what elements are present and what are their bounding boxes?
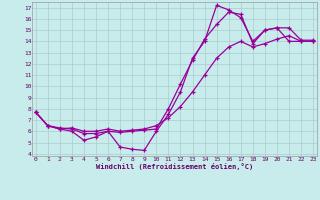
X-axis label: Windchill (Refroidissement éolien,°C): Windchill (Refroidissement éolien,°C) xyxy=(96,163,253,170)
